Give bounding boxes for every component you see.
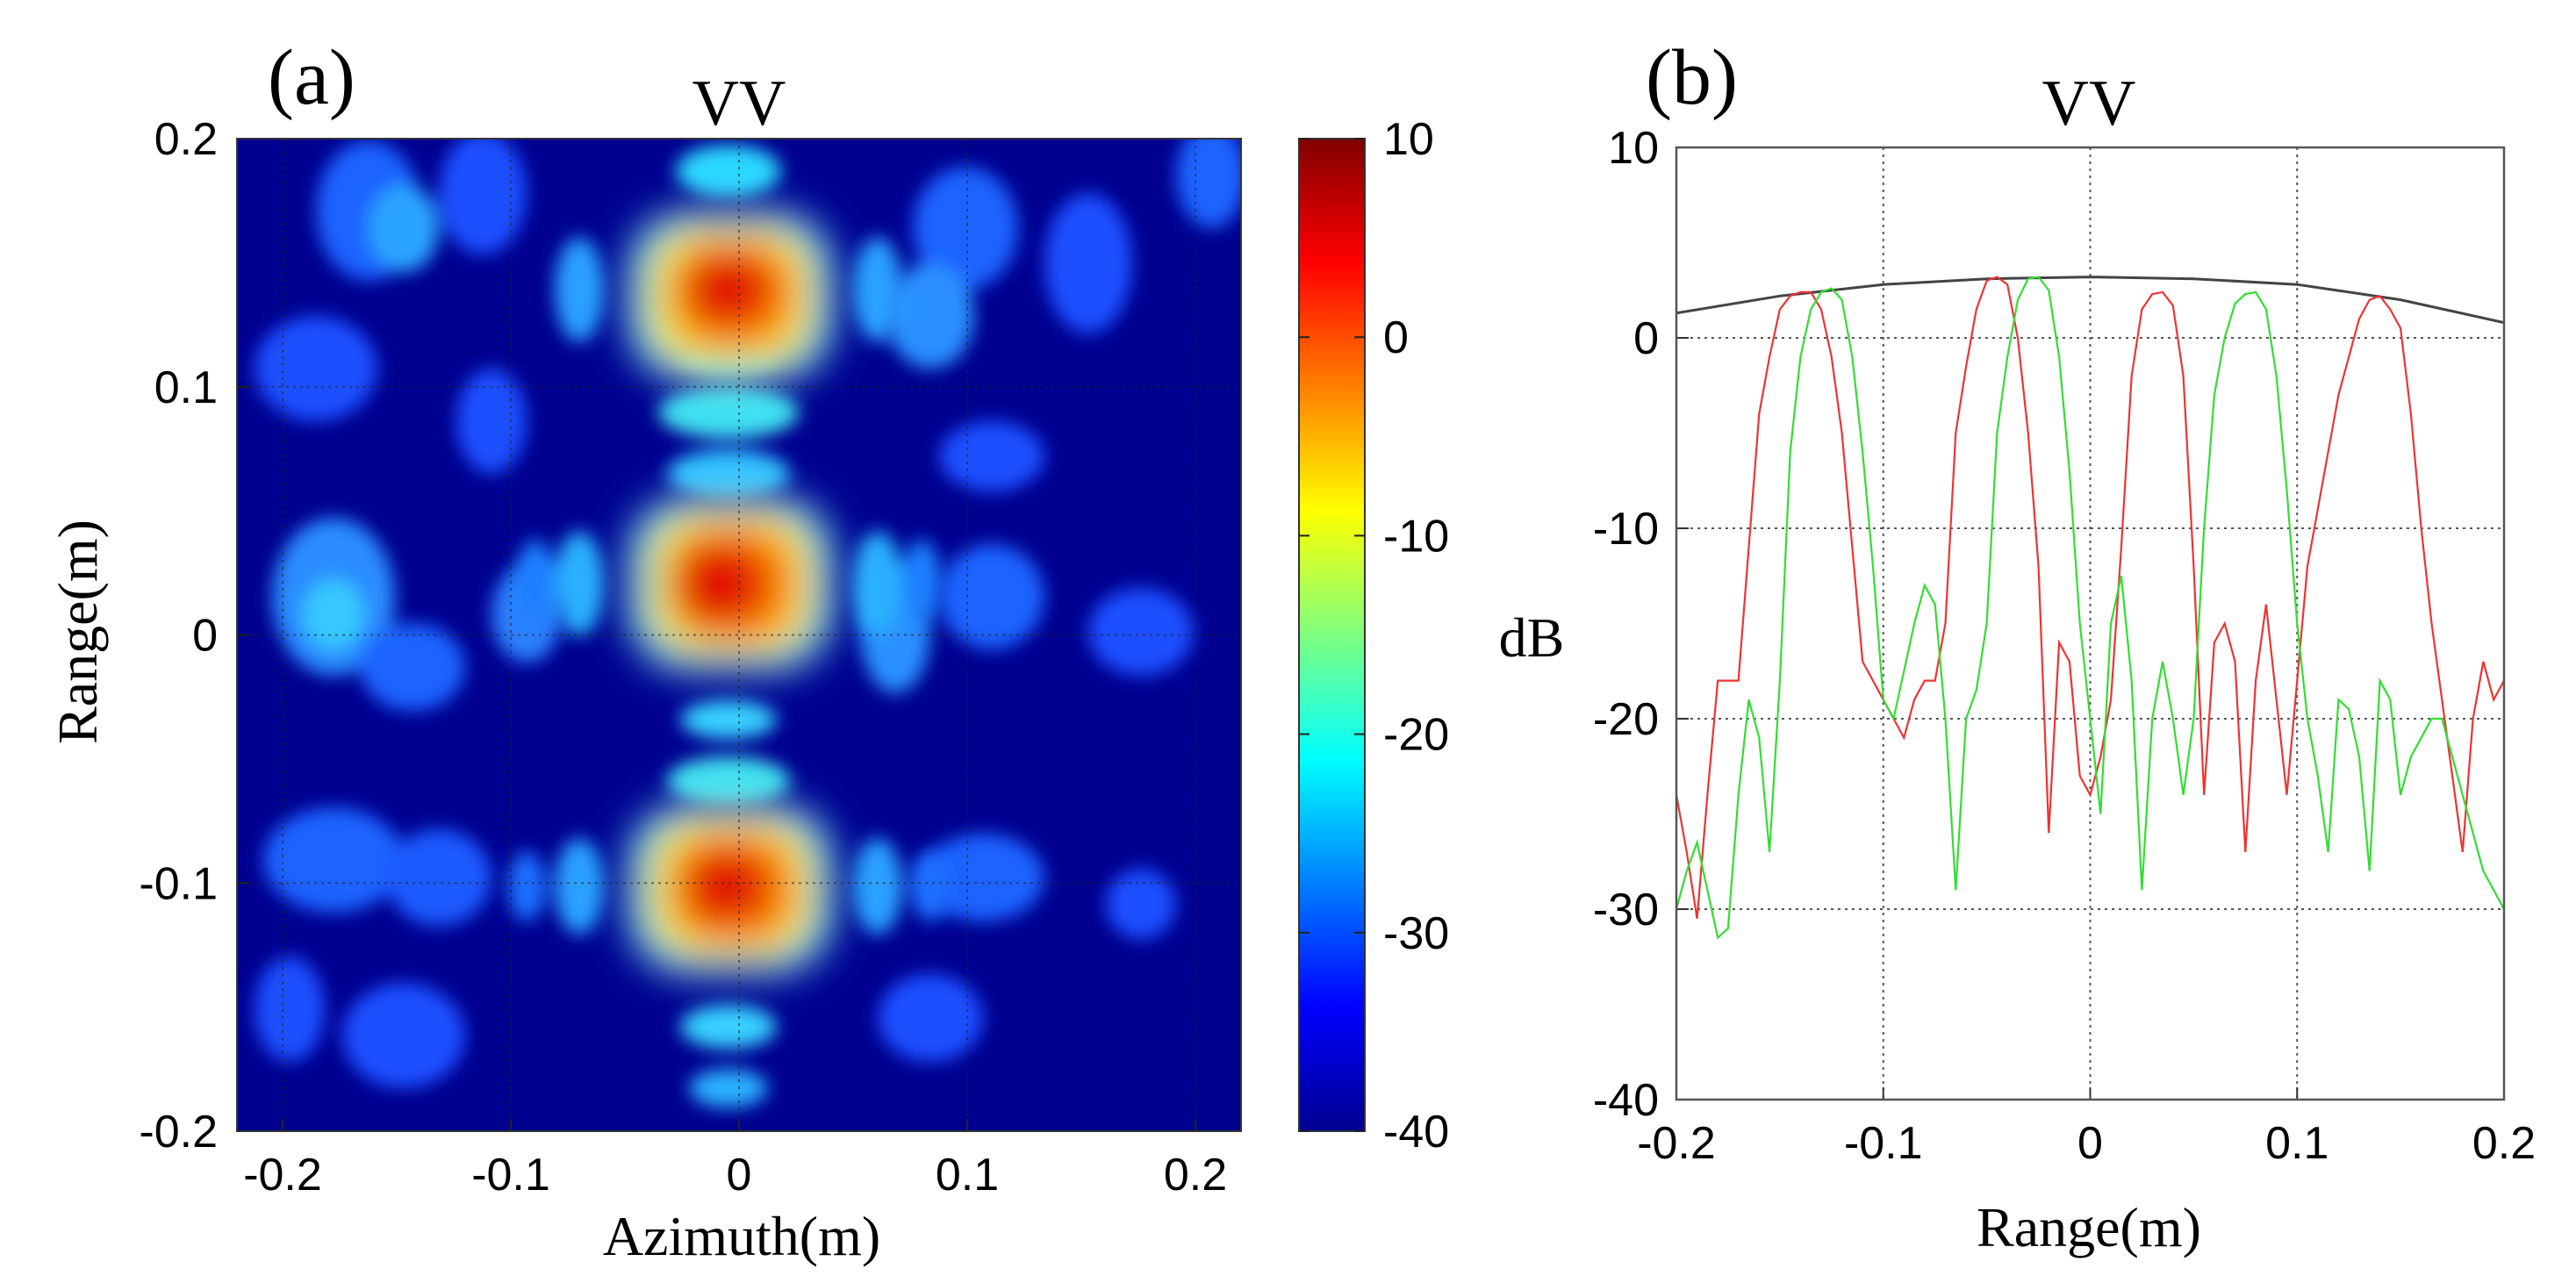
y-tick-label: -30 <box>1593 885 1659 935</box>
x-tick-label: -0.1 <box>1844 1118 1923 1169</box>
speckle-blob <box>342 983 465 1088</box>
speckle-blob <box>1106 869 1176 939</box>
speckle-blob <box>456 369 527 474</box>
colorbar-tick-label: -20 <box>1383 710 1449 761</box>
heatmap-peaks <box>628 211 834 974</box>
sidelobe <box>689 1069 768 1107</box>
panel-b-label: (b) <box>1646 34 1738 121</box>
y-tick-label: 0.1 <box>154 362 218 413</box>
colorbar-tick-labels: 10 0 -10 -20 -30 -40 <box>1383 114 1449 1158</box>
line-y-ticks: 10 0 -10 -20 -30 -40 <box>1593 123 1659 1126</box>
sidelobe <box>902 540 941 619</box>
plot-frame <box>1675 146 2506 1101</box>
speckle-blob <box>922 834 1044 921</box>
y-tick-label: 0.2 <box>154 114 218 165</box>
speckle-blob <box>1088 588 1194 676</box>
sidelobe <box>676 145 781 197</box>
heatmap-speckle <box>255 139 1241 1088</box>
x-tick-label: 0.1 <box>2265 1118 2328 1169</box>
colorbar-tick-label: -10 <box>1383 511 1449 562</box>
speckle-blob <box>369 184 439 272</box>
peak-top-core <box>680 247 777 332</box>
x-tick-label: -0.2 <box>243 1150 322 1201</box>
sidelobe <box>911 851 950 921</box>
heatmap-y-axis-label: Range(m) <box>47 520 109 744</box>
sidelobe <box>853 237 902 342</box>
x-tick-label: -0.2 <box>1637 1118 1716 1169</box>
line-x-ticks: -0.2 -0.1 0 0.1 0.2 <box>1637 1118 2536 1169</box>
series-envelope-line <box>1676 276 2504 325</box>
x-tick-label: 0.1 <box>936 1150 999 1201</box>
speckle-blob <box>913 167 1018 290</box>
panel-a-label: (a) <box>268 34 355 121</box>
colorbar-label: dB <box>1499 606 1565 669</box>
y-tick-label: 0 <box>192 611 218 662</box>
speckle-blob <box>1176 139 1241 228</box>
line-x-axis-label: Range(m) <box>1977 1196 2201 1258</box>
speckle-blob <box>255 316 377 421</box>
colorbar-tick-label: 0 <box>1383 312 1409 363</box>
peak-bottom-core <box>678 844 775 928</box>
colorbar-tick-label: -30 <box>1383 908 1449 959</box>
speckle-blob <box>439 139 527 254</box>
speckle-blob <box>255 957 325 1062</box>
x-tick-label: 0.2 <box>2472 1118 2536 1169</box>
colorbar-tick-label: 10 <box>1383 114 1434 165</box>
speckle-blob <box>878 974 983 1062</box>
y-tick-label: 0 <box>1633 313 1659 364</box>
sidelobe <box>667 449 790 498</box>
speckle-blob <box>303 579 364 649</box>
speckle-blob <box>360 623 465 711</box>
sidelobe <box>658 386 799 439</box>
series-green-line <box>1676 276 2504 940</box>
sidelobe <box>516 540 555 619</box>
y-tick-label: -40 <box>1593 1075 1659 1126</box>
heatmap-y-ticks: 0.2 0.1 0 -0.1 -0.2 <box>139 114 218 1158</box>
sidelobe <box>507 851 546 921</box>
y-tick-label: -20 <box>1593 694 1659 745</box>
speckle-blob <box>886 263 974 369</box>
line-chart-series <box>1676 276 2504 940</box>
x-tick-label: -0.1 <box>471 1150 550 1201</box>
sidelobe <box>680 700 777 739</box>
sidelobe <box>680 1005 777 1049</box>
x-tick-label: 0.2 <box>1164 1150 1227 1201</box>
colorbar-ticks <box>1299 138 1365 1132</box>
heatmap-field <box>255 139 1241 1107</box>
speckle-blob <box>263 807 404 913</box>
sidelobe <box>555 531 604 636</box>
y-tick-label: -0.1 <box>139 858 218 909</box>
peak-middle-core <box>667 538 772 629</box>
sidelobe <box>853 838 902 935</box>
x-tick-label: 0 <box>2077 1118 2103 1169</box>
sidelobe <box>555 838 604 935</box>
heatmap-x-axis-label: Azimuth(m) <box>603 1205 880 1267</box>
y-tick-label: -10 <box>1593 504 1659 555</box>
series-red-line <box>1676 276 2504 919</box>
panel-b-line-chart: (b) VV -0.2 -0.1 0 0.1 0.2 10 0 -10 -20 … <box>1593 34 2536 1258</box>
sidelobe <box>667 756 790 806</box>
heatmap-x-ticks: -0.2 -0.1 0 0.1 0.2 <box>243 1150 1227 1201</box>
speckle-blob <box>386 829 492 926</box>
speckle-blob <box>939 544 1044 649</box>
y-tick-label: 10 <box>1608 123 1659 174</box>
speckle-blob <box>939 421 1044 491</box>
panel-a-title: VV <box>692 68 786 140</box>
sidelobe <box>555 237 604 342</box>
sidelobe <box>853 531 902 636</box>
x-tick-label: 0 <box>727 1150 752 1201</box>
y-tick-label: -0.2 <box>139 1107 218 1158</box>
panel-a-heatmap: (a) VV <box>47 34 1564 1267</box>
colorbar-tick-label: -40 <box>1383 1107 1449 1158</box>
heatmap-frame <box>236 138 1242 1132</box>
panel-b-title: VV <box>2042 68 2136 140</box>
speckle-blob <box>1044 193 1132 333</box>
colorbar <box>1298 138 1366 1132</box>
